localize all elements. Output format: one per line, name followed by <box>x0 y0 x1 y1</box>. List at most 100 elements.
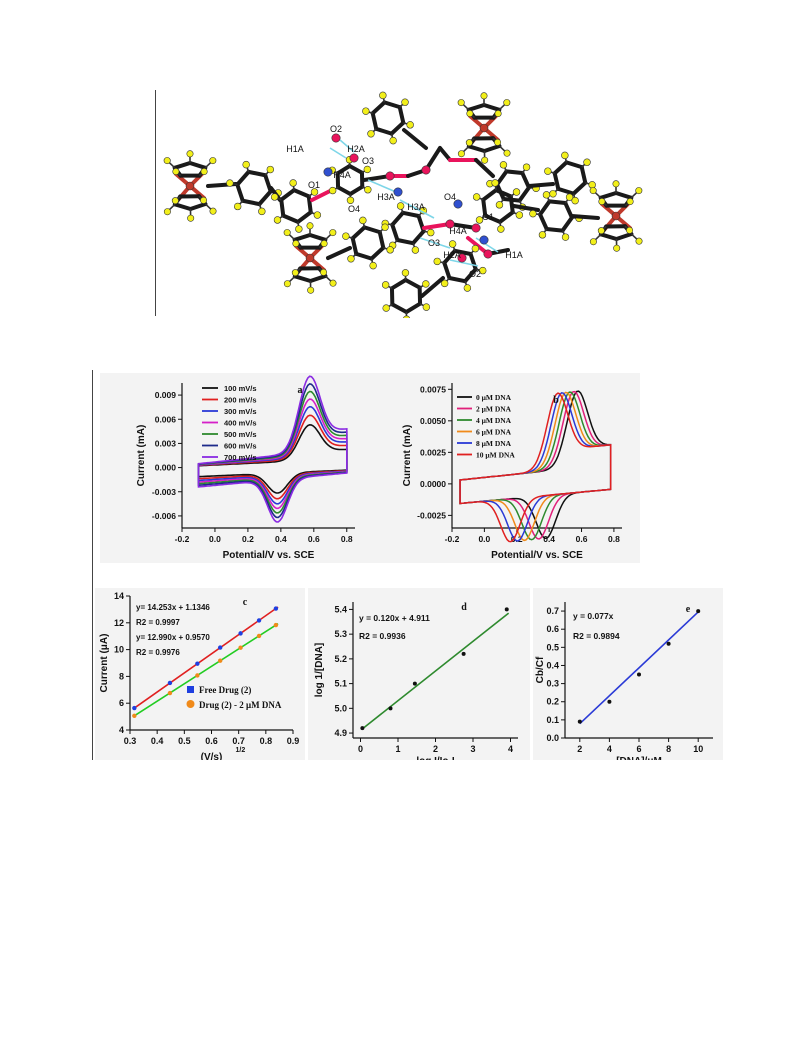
bond-stick <box>570 214 600 220</box>
x-tick-label: 0 <box>358 744 363 754</box>
y-tick-label: 5.4 <box>334 604 347 614</box>
legend-label: 600 mV/s <box>224 442 257 451</box>
x-tick-label: 8 <box>666 744 671 754</box>
bond-stick <box>504 169 525 176</box>
hydrogen-atom <box>396 202 405 210</box>
bond-stick <box>395 237 416 246</box>
bond-stick <box>517 185 531 203</box>
hydrogen-atom <box>291 269 299 277</box>
data-point <box>167 680 173 686</box>
y-tick-label: 5.0 <box>334 703 347 713</box>
bond-stick <box>172 161 192 170</box>
bond-stick <box>552 171 561 191</box>
atom-label: H2A <box>443 250 461 260</box>
y-tick-label: 0.5 <box>546 642 559 652</box>
bond-stick <box>240 198 262 207</box>
bond-stick <box>481 188 499 202</box>
hydrogen-atom <box>499 161 508 169</box>
hydrogen-atom <box>363 165 372 174</box>
y-tick-label: 0.0 <box>546 733 559 743</box>
bond-stick <box>508 194 515 215</box>
y-tick-label: -0.006 <box>152 511 176 521</box>
bond-stick <box>598 191 618 200</box>
bond-stick <box>279 197 286 218</box>
hydrogen-atom <box>503 149 511 157</box>
hydrogen-atom <box>313 211 322 219</box>
legend-label: 6 μM DNA <box>476 428 512 437</box>
hydrogen-atom <box>481 156 489 164</box>
bond-stick <box>598 232 619 241</box>
legend-label: 400 mV/s <box>224 419 257 428</box>
bond-stick <box>354 251 374 261</box>
y-tick-label: 4.9 <box>334 728 347 738</box>
y-tick-label: -0.0025 <box>417 510 446 520</box>
oxygen-atom <box>471 223 481 233</box>
hydrogen-atom <box>565 193 574 201</box>
atom-label: O2 <box>469 269 481 279</box>
legend-label: 8 μM DNA <box>476 439 512 448</box>
iron-atom <box>611 211 621 221</box>
data-point <box>273 622 279 628</box>
hydrogen-atom <box>295 225 303 233</box>
bond-stick <box>614 191 634 200</box>
bond-stick <box>571 180 588 196</box>
bond-stick <box>442 248 457 265</box>
hydrogen-bond-line <box>339 139 355 153</box>
x-tick-label: 6 <box>636 744 641 754</box>
panel-letter: a <box>298 385 303 396</box>
hydrogen-atom <box>512 188 521 196</box>
oxygen-atom <box>445 219 455 229</box>
data-point <box>217 645 223 650</box>
fit-equation: y = 0.077x <box>573 611 614 621</box>
hydrogen-atom <box>163 208 171 216</box>
hydrogen-atom <box>266 165 275 174</box>
hydrogen-atom <box>283 280 291 288</box>
bond-stick <box>552 160 569 176</box>
bond-stick <box>235 182 245 203</box>
hydrogen-atom <box>226 179 234 187</box>
hydrogen-atom <box>347 255 355 263</box>
r-squared-label: R2 = 0.9894 <box>573 631 620 641</box>
fit-line <box>361 612 510 730</box>
y-tick-label: 0.0000 <box>420 479 446 489</box>
bond-stick <box>556 186 576 196</box>
bond-stick <box>188 161 208 170</box>
nitrogen-atom <box>453 199 463 209</box>
bond-stick <box>369 245 386 261</box>
hydrogen-atom <box>382 304 390 312</box>
x-tick-label: 0.3 <box>124 736 137 746</box>
cv-curve-600mvs <box>197 383 348 519</box>
data-point <box>273 606 279 611</box>
hydrogen-atom <box>329 279 337 287</box>
y-axis-title: log 1/[DNA] <box>314 643 325 697</box>
iron-atom <box>305 253 315 263</box>
atom-label: O3 <box>428 238 440 248</box>
y-tick-label: 14 <box>114 591 124 601</box>
bond-stick <box>374 126 394 136</box>
bond-stick <box>306 194 313 215</box>
bond-stick <box>335 164 352 176</box>
x-axis-title: (V/s) <box>201 752 223 760</box>
hydrogen-atom <box>635 237 643 245</box>
y-tick-label: 0.003 <box>155 438 177 448</box>
hydrogen-atom <box>583 158 591 166</box>
data-point <box>256 633 262 639</box>
hydrogen-atom <box>626 198 634 206</box>
hydrogen-atom <box>242 160 250 169</box>
chart-panel-b <box>370 373 640 563</box>
hydrogen-atom <box>589 238 597 246</box>
hydrogen-atom <box>471 244 480 253</box>
hydrogen-atom <box>491 179 499 187</box>
data-point <box>217 658 223 663</box>
nitrogen-atom <box>479 235 489 245</box>
hydrogen-atom <box>386 246 394 254</box>
atom-label: O2 <box>330 124 342 134</box>
r-squared-label: R2 = 0.9976 <box>136 648 180 657</box>
x-tick-label: 0.2 <box>511 534 523 544</box>
atom-label: O3 <box>362 156 374 166</box>
top-left-rule <box>155 90 156 316</box>
bond-stick <box>447 275 468 284</box>
legend-label: 500 mV/s <box>224 430 257 439</box>
hydrogen-atom <box>549 190 557 198</box>
